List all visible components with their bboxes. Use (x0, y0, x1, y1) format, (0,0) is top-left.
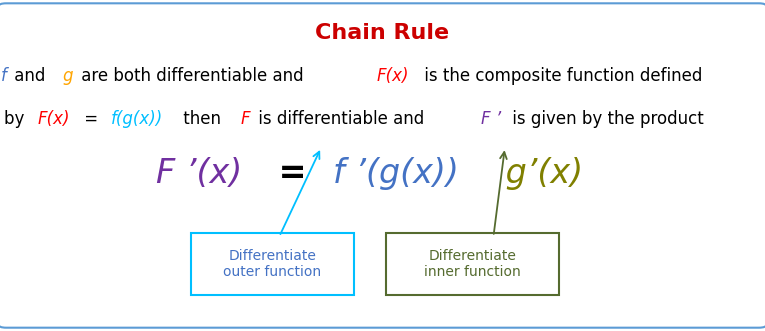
Text: f: f (2, 67, 7, 85)
FancyBboxPatch shape (191, 233, 354, 295)
Text: by: by (5, 110, 30, 128)
Text: f(g(x)): f(g(x)) (111, 110, 163, 128)
Text: is given by the product: is given by the product (506, 110, 704, 128)
Text: Differentiate
outer function: Differentiate outer function (223, 249, 321, 279)
Text: then: then (178, 110, 226, 128)
Text: F(x): F(x) (37, 110, 70, 128)
Text: g’(x): g’(x) (496, 157, 584, 190)
FancyBboxPatch shape (0, 3, 765, 328)
Text: Differentiate
inner function: Differentiate inner function (424, 249, 521, 279)
Text: F ’: F ’ (480, 110, 501, 128)
Text: F ’(x): F ’(x) (156, 157, 242, 190)
Text: =: = (80, 110, 104, 128)
Text: and: and (9, 67, 50, 85)
Text: is the composite function defined: is the composite function defined (418, 67, 702, 85)
Text: F: F (240, 110, 250, 128)
Text: =: = (267, 157, 318, 190)
Text: are both differentiable and: are both differentiable and (76, 67, 309, 85)
Text: is differentiable and: is differentiable and (253, 110, 429, 128)
Text: Chain Rule: Chain Rule (315, 23, 450, 43)
Text: g: g (63, 67, 73, 85)
Text: F(x): F(x) (376, 67, 409, 85)
FancyBboxPatch shape (386, 233, 558, 295)
Text: f ’(g(x)): f ’(g(x)) (333, 157, 459, 190)
